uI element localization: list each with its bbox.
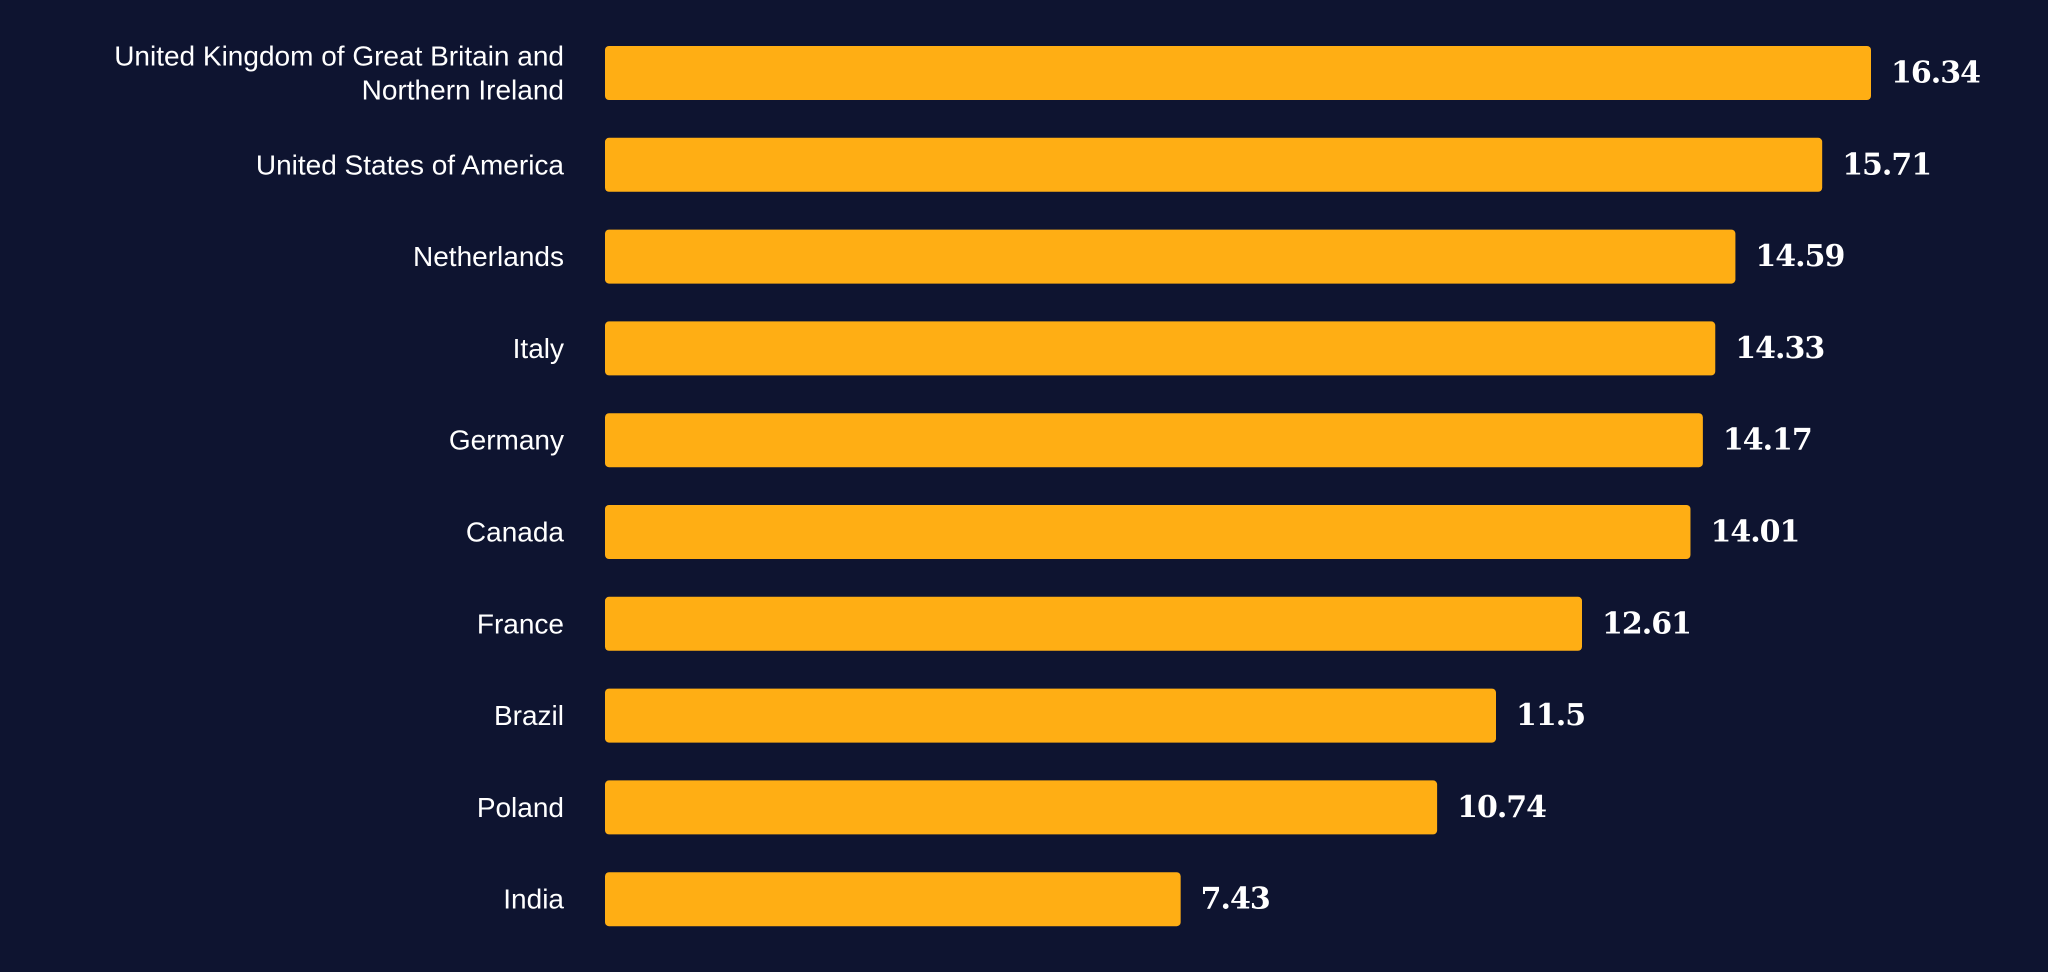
bar-5 bbox=[605, 413, 1703, 468]
value-label-9: 10.74 bbox=[1457, 790, 1546, 825]
category-label-10: India bbox=[503, 884, 564, 915]
category-label-3: Netherlands bbox=[413, 241, 564, 272]
category-label-7: France bbox=[477, 608, 564, 639]
bar-1 bbox=[605, 46, 1871, 100]
bar-10 bbox=[605, 872, 1181, 927]
bar-9 bbox=[605, 780, 1438, 835]
value-label-6: 14.01 bbox=[1710, 515, 1799, 550]
value-label-8: 11.5 bbox=[1516, 698, 1585, 733]
category-label-4: Italy bbox=[513, 333, 564, 364]
bar-2 bbox=[605, 137, 1823, 192]
bar-8 bbox=[605, 688, 1497, 743]
value-label-2: 15.71 bbox=[1842, 147, 1931, 182]
value-label-4: 14.33 bbox=[1735, 331, 1824, 366]
category-label-9: Poland bbox=[477, 792, 564, 823]
bar-7 bbox=[605, 596, 1583, 651]
bars-layer: 16.34 United Kingdom of Great Britain and… bbox=[114, 41, 1981, 927]
category-label-5: Germany bbox=[449, 425, 564, 456]
value-label-10: 7.43 bbox=[1201, 882, 1270, 917]
value-label-3: 14.59 bbox=[1755, 239, 1844, 274]
category-label-6: Canada bbox=[466, 517, 565, 548]
category-label-1: United Kingdom of Great Britain and North… bbox=[114, 41, 564, 106]
value-label-7: 12.61 bbox=[1602, 606, 1691, 641]
bar-4 bbox=[605, 321, 1716, 376]
value-label-1: 16.34 bbox=[1891, 56, 1980, 91]
category-label-8: Brazil bbox=[494, 700, 564, 731]
bar-6 bbox=[605, 505, 1691, 559]
bar-3 bbox=[605, 229, 1736, 284]
category-label-2: United States of America bbox=[256, 149, 565, 180]
value-label-5: 14.17 bbox=[1723, 423, 1812, 458]
